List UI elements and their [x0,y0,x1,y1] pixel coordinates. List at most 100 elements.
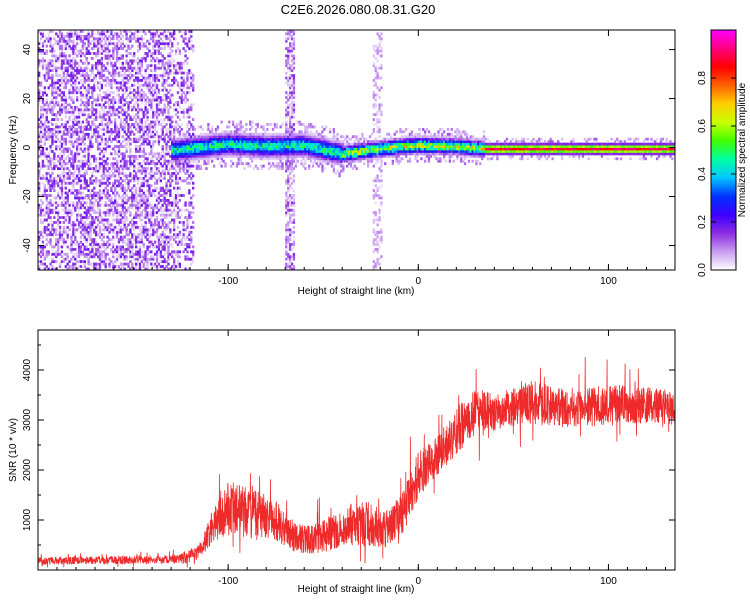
heatmap-cell [68,91,71,95]
heatmap-cell [104,211,107,215]
heatmap-cell [89,250,92,254]
heatmap-cell [81,132,85,136]
heatmap-cell [77,91,81,95]
heatmap-cell [287,66,290,70]
heatmap-cell [220,147,223,151]
heatmap-cell [51,260,54,264]
heatmap-cell [167,115,170,119]
heatmap-cell [150,115,153,119]
heatmap-cell [190,196,193,200]
heatmap-cell [95,108,98,112]
heatmap-cell [285,194,288,197]
heatmap-cell [70,110,73,114]
heatmap-cell [114,69,117,73]
heatmap-cell [47,181,50,185]
heatmap-cell [142,44,145,48]
heatmap-cell [163,225,166,229]
heatmap-cell [254,142,258,146]
heatmap-cell [199,150,202,153]
heatmap-cell [100,30,104,33]
heatmap-cell [129,154,132,158]
heatmap-cell [146,257,149,261]
heatmap-cell [146,76,149,80]
heatmap-cell [203,145,206,148]
heatmap-cell [228,132,231,136]
heatmap-cell [96,196,100,200]
heatmap-cell [268,157,271,161]
heatmap-cell [72,47,75,50]
heatmap-cell [165,130,168,134]
heatmap-cell [53,152,56,156]
heatmap-cell [260,157,263,161]
heatmap-cell [190,154,193,158]
heatmap-cell [161,247,164,251]
heatmap-cell [287,208,290,212]
heatmap-cell [58,238,62,242]
heatmap-cell [76,154,79,158]
heatmap-cell [163,216,166,219]
heatmap-cell [45,120,48,124]
heatmap-cell [152,162,155,166]
heatmap-cell [252,137,256,141]
heatmap-cell [51,130,54,134]
heatmap-cell [178,167,182,170]
heatmap-cell [74,44,77,48]
heatmap-cell [87,184,90,188]
heatmap-cell [184,255,187,259]
heatmap-cell [142,196,145,200]
heatmap-cell [85,132,88,136]
heatmap-cell [117,127,121,131]
heatmap-cell [287,265,290,268]
heatmap-cell [83,44,86,48]
heatmap-cell [87,103,90,107]
heatmap-cell [211,145,214,148]
heatmap-cell [281,147,284,151]
heatmap-cell [178,176,182,180]
heatmap-cell [144,167,147,170]
heatmap-cell [96,69,100,73]
heatmap-cell [85,194,88,197]
heatmap-cell [133,228,136,232]
heatmap-cell [184,110,187,114]
heatmap-cell [167,61,170,65]
heatmap-cell [95,113,98,117]
heatmap-cell [186,86,189,90]
heatmap-cell [176,47,180,50]
heatmap-cell [165,159,168,163]
heatmap-cell [155,218,159,222]
heatmap-cell [163,74,166,77]
heatmap-cell [218,147,221,151]
heatmap-cell [62,260,66,264]
heatmap-cell [174,142,178,146]
heatmap-cell [43,137,46,141]
heatmap-cell [133,81,136,85]
heatmap-cell [152,245,155,249]
heatmap-cell [41,101,45,104]
heatmap-cell [285,201,288,205]
heatmap-cell [114,74,117,77]
heatmap-cell [108,93,111,97]
heatmap-cell [100,52,104,55]
heatmap-cell [72,267,75,271]
heatmap-cell [121,39,124,43]
heatmap-cell [131,194,134,197]
heatmap-cell [173,30,176,33]
heatmap-cell [91,64,94,68]
heatmap-cell [281,140,284,144]
heatmap-cell [114,127,117,131]
heatmap-cell [60,230,64,234]
heatmap-cell [231,137,235,141]
heatmap-cell [100,140,104,144]
heatmap-cell [165,243,168,246]
heatmap-cell [98,110,102,114]
heatmap-cell [100,135,104,139]
heatmap-cell [283,135,286,139]
heatmap-cell [98,123,102,126]
heatmap-cell [91,52,94,55]
heatmap-cell [106,113,109,117]
heatmap-cell [165,132,168,136]
heatmap-cell [123,174,126,178]
heatmap-cell [77,176,81,180]
heatmap-cell [140,101,143,104]
heatmap-cell [70,162,73,166]
